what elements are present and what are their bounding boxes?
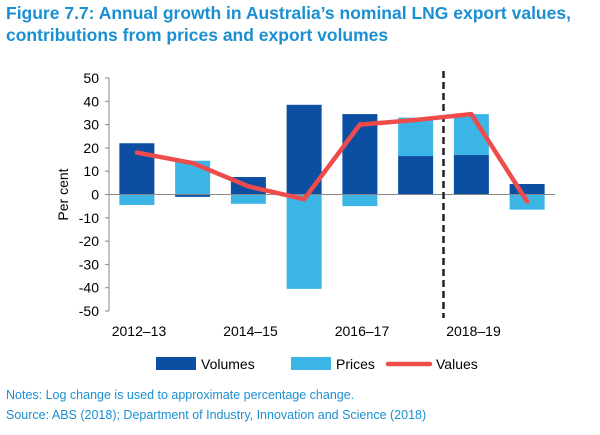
source-text: Source: ABS (2018); Department of Indust… <box>6 408 427 422</box>
y-tick-label: 10 <box>83 163 99 179</box>
y-tick-label: -30 <box>79 256 99 272</box>
prices-bar <box>342 194 378 207</box>
chart-title-line-2: contributions from prices and export vol… <box>6 25 389 45</box>
y-tick-label: -10 <box>79 210 99 226</box>
y-tick-label: 50 <box>83 70 99 86</box>
x-tick-label: 2012–13 <box>112 323 167 339</box>
volumes-bar <box>509 184 545 195</box>
y-axis-label: Per cent <box>55 168 71 220</box>
chart-title: Figure 7.7: Annual growth in Australia’s… <box>6 2 598 46</box>
chart-notes: Notes: Log change is used to approximate… <box>6 385 598 425</box>
prices-bar <box>398 117 434 157</box>
prices-bar <box>286 194 322 289</box>
y-tick-label: 0 <box>91 187 99 203</box>
volumes-bar <box>175 194 211 197</box>
x-tick-label: 2016–17 <box>335 323 390 339</box>
volumes-bar <box>286 104 322 195</box>
y-tick-label: 40 <box>83 93 99 109</box>
legend-swatch-volumes <box>156 357 196 370</box>
y-tick-label: -50 <box>79 303 99 319</box>
legend-label-prices: Prices <box>336 356 375 372</box>
values-line <box>134 111 530 204</box>
legend-swatch-prices <box>291 357 331 370</box>
volumes-bar <box>398 156 434 195</box>
y-tick-label: 20 <box>83 140 99 156</box>
notes-text: Notes: Log change is used to approximate… <box>6 388 355 402</box>
prices-bar <box>230 194 266 204</box>
legend-label-values: Values <box>436 356 478 372</box>
chart-svg: 50 40 30 20 10 0 -10 -20 -30 -40 -50 Per cent 2012–1… <box>55 70 555 372</box>
volumes-bar <box>453 154 489 195</box>
y-tick-label: -40 <box>79 280 99 296</box>
x-tick-label: 2014–15 <box>223 323 278 339</box>
x-tick-label: 2018–19 <box>446 323 501 339</box>
chart-title-line-1: Figure 7.7: Annual growth in Australia’s… <box>6 3 571 23</box>
y-tick-label: -20 <box>79 233 99 249</box>
prices-bar <box>119 194 155 205</box>
legend-label-volumes: Volumes <box>201 356 255 372</box>
y-tick-label: 30 <box>83 117 99 133</box>
